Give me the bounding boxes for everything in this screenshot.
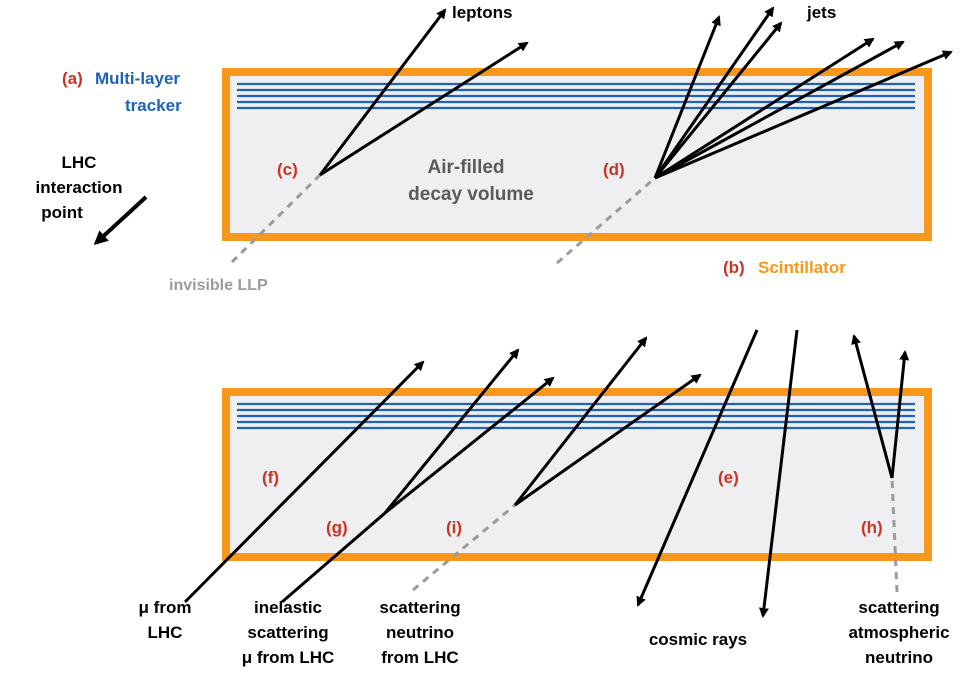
lhc-neutrino-line3: from LHC xyxy=(381,648,458,667)
inelastic-line3: μ from LHC xyxy=(242,648,335,667)
inelastic-line2: scattering xyxy=(247,623,328,642)
muon-track-f xyxy=(183,360,425,604)
lhc-direction-arrow xyxy=(93,195,148,246)
cosmic-rays-label: cosmic rays xyxy=(649,630,747,649)
invisible-llp-label: invisible LLP xyxy=(169,277,268,294)
label-b-tag: (b) xyxy=(723,258,745,277)
bottom-decay-volume xyxy=(222,388,932,561)
tracker-label-line1: Multi-layer xyxy=(95,69,180,88)
jet-tracks xyxy=(653,6,953,180)
lhc-neutrino-line1: scattering xyxy=(379,598,460,617)
lhc-neutrino-line2: neutrino xyxy=(386,623,454,642)
label-d-tag: (d) xyxy=(603,160,625,179)
inelastic-muon-tracks xyxy=(281,348,555,604)
top-decay-volume xyxy=(222,68,932,241)
lepton-tracks xyxy=(318,8,529,177)
top-detector xyxy=(222,68,932,241)
atmospheric-neutrino-products xyxy=(851,334,910,479)
muon-lhc-line1: μ from xyxy=(139,598,192,617)
label-e-tag: (e) xyxy=(718,468,739,487)
lhc-neutrino-products xyxy=(513,336,702,507)
decay-volume-line1: Air-filled xyxy=(427,157,504,178)
invisible-llp-track-d xyxy=(556,176,656,265)
leptons-label: leptons xyxy=(452,3,512,22)
lhc-label-line2: interaction xyxy=(36,178,123,197)
label-g-tag: (g) xyxy=(326,518,348,537)
atmospheric-neutrino-track xyxy=(890,477,899,593)
label-a-tag: (a) xyxy=(62,69,83,88)
atmospheric-line1: scattering xyxy=(858,598,939,617)
bottom-detector xyxy=(222,388,932,561)
decay-volume-line2: decay volume xyxy=(408,184,534,205)
muon-lhc-line2: LHC xyxy=(148,623,183,642)
atmospheric-line3: neutrino xyxy=(865,648,933,667)
label-c-tag: (c) xyxy=(277,160,298,179)
label-f-tag: (f) xyxy=(262,468,279,487)
label-h-tag: (h) xyxy=(861,518,883,537)
lhc-label-line3: point xyxy=(41,203,83,222)
lhc-neutrino-track xyxy=(412,503,516,592)
cosmic-ray-tracks xyxy=(636,329,799,618)
inelastic-line1: inelastic xyxy=(254,598,322,617)
scintillator-label: Scintillator xyxy=(758,258,846,277)
jets-label: jets xyxy=(806,3,836,22)
atmospheric-line2: atmospheric xyxy=(848,623,949,642)
tracker-label-line2: tracker xyxy=(125,96,182,115)
lhc-label-line1: LHC xyxy=(62,153,97,172)
label-i-tag: (i) xyxy=(446,518,462,537)
